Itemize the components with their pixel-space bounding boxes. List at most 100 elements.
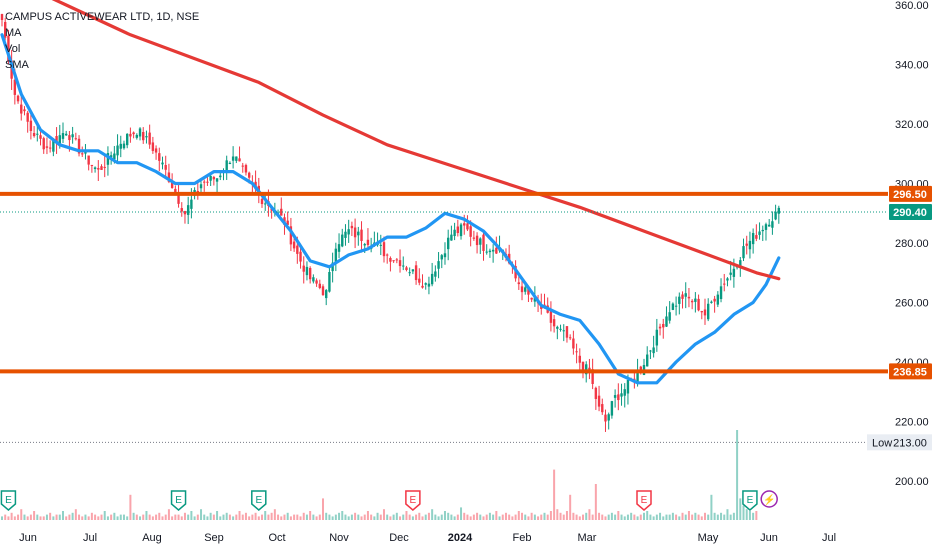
volume-bar [225, 512, 228, 520]
volume-bar [671, 512, 674, 520]
x-tick-label: Nov [329, 532, 349, 544]
volume-bar [646, 511, 649, 520]
candle-body [379, 244, 382, 246]
volume-bar [598, 512, 601, 520]
volume-bar [177, 514, 180, 520]
earnings-marker-icon[interactable]: E [636, 490, 652, 511]
volume-bar [331, 516, 334, 520]
indicator-vol-label[interactable]: Vol [5, 43, 21, 55]
volume-bar [289, 516, 292, 520]
candle-body [196, 190, 200, 192]
candle-body [353, 227, 357, 238]
candle-body [443, 253, 447, 258]
volume-bar [325, 512, 328, 520]
volume-bar [81, 516, 84, 520]
volume-bar [726, 509, 729, 520]
volume-bar [116, 516, 119, 520]
candle-body [392, 260, 395, 262]
candle-body [219, 175, 222, 178]
candle-body [469, 226, 472, 237]
price-axis[interactable]: 200.00220.00240.00260.00280.00300.00320.… [888, 0, 932, 550]
candle-body [395, 259, 399, 261]
candle-body [437, 261, 440, 269]
earnings-marker-icon[interactable]: E [0, 490, 17, 511]
candle-body [103, 166, 106, 168]
candle-body [719, 286, 723, 300]
volume-bar [517, 511, 520, 520]
earnings-marker-icon[interactable]: E [405, 490, 421, 511]
volume-bar [402, 514, 405, 520]
candle-body [344, 231, 347, 238]
volume-bar [78, 514, 81, 520]
event-marker-symbol: ⚡ [763, 493, 775, 506]
candle-body [366, 239, 370, 246]
event-markers: E E E E E E ⚡ [0, 490, 778, 511]
volume-bar [649, 514, 652, 520]
volume-bar [601, 514, 604, 520]
indicator-sma-label[interactable]: SMA [5, 59, 29, 71]
dividend-marker-icon[interactable]: ⚡ [760, 490, 778, 508]
volume-bar [655, 514, 658, 520]
volume-bar [389, 516, 392, 520]
earnings-badge [170, 490, 187, 511]
volume-bar [492, 514, 495, 520]
volume-bar [65, 516, 68, 520]
volume-bar [151, 516, 154, 520]
volume-bar [71, 512, 74, 520]
volume-bar [212, 514, 215, 520]
candle-body [235, 156, 238, 161]
volume-bar [421, 516, 424, 520]
y-tick-label: 320.00 [895, 119, 929, 131]
candle-body [158, 153, 161, 161]
y-tick-label: 360.00 [895, 0, 929, 12]
candle-body [177, 192, 180, 204]
candle-body [100, 166, 103, 170]
volume-bar [135, 514, 138, 520]
volume-bar [437, 516, 440, 520]
volume-bar [716, 514, 719, 520]
candle-body [723, 283, 726, 285]
candle-body [203, 181, 206, 183]
candle-body [745, 243, 748, 246]
volume-bar [565, 511, 568, 520]
volume-bar [244, 512, 247, 520]
ma-line-blue [0, 33, 781, 385]
candle-body [668, 312, 671, 321]
volume-bar [180, 516, 183, 520]
resistance-price-tag-bg [889, 185, 932, 202]
volume-bar [591, 514, 594, 520]
volume-bar [713, 512, 716, 520]
x-tick-label: Jun [760, 532, 778, 544]
candle-body [382, 242, 386, 257]
earnings-marker-icon[interactable]: E [251, 490, 267, 511]
event-marker-symbol: E [747, 495, 754, 506]
candle-body [58, 135, 61, 144]
indicator-ma-label[interactable]: MA [5, 27, 22, 39]
volume-bar [139, 516, 142, 520]
candle-body [122, 143, 126, 149]
earnings-marker-icon[interactable]: E [742, 490, 758, 511]
volume-bar [736, 430, 739, 520]
volume-bar [309, 511, 312, 520]
earnings-marker-icon[interactable]: E [170, 490, 187, 511]
volume-bar [145, 511, 148, 520]
price-tags: 296.50 236.85 290.40 Low 213.00 [867, 185, 932, 451]
candle-body [575, 351, 578, 353]
volume-bar [700, 516, 703, 520]
candle-body [639, 366, 642, 372]
volume-bar [13, 516, 16, 520]
time-axis[interactable]: Jun Jul Aug Sep Oct Nov Dec 2024 Feb Mar May Jun Jul [19, 532, 836, 544]
candle-body [607, 414, 610, 421]
low-tag-name: Low [872, 437, 892, 449]
candle-body [578, 355, 581, 363]
candle-body [716, 294, 720, 305]
volume-bar [228, 514, 231, 520]
volume-bar [132, 512, 135, 520]
candle-body [453, 229, 456, 237]
candle-body [32, 133, 36, 137]
symbol-title[interactable]: CAMPUS ACTIVEWEAR LTD, 1D, NSE [5, 11, 200, 23]
volume-bar [610, 512, 613, 520]
candle-body [174, 188, 177, 193]
volume-bar [318, 514, 321, 520]
